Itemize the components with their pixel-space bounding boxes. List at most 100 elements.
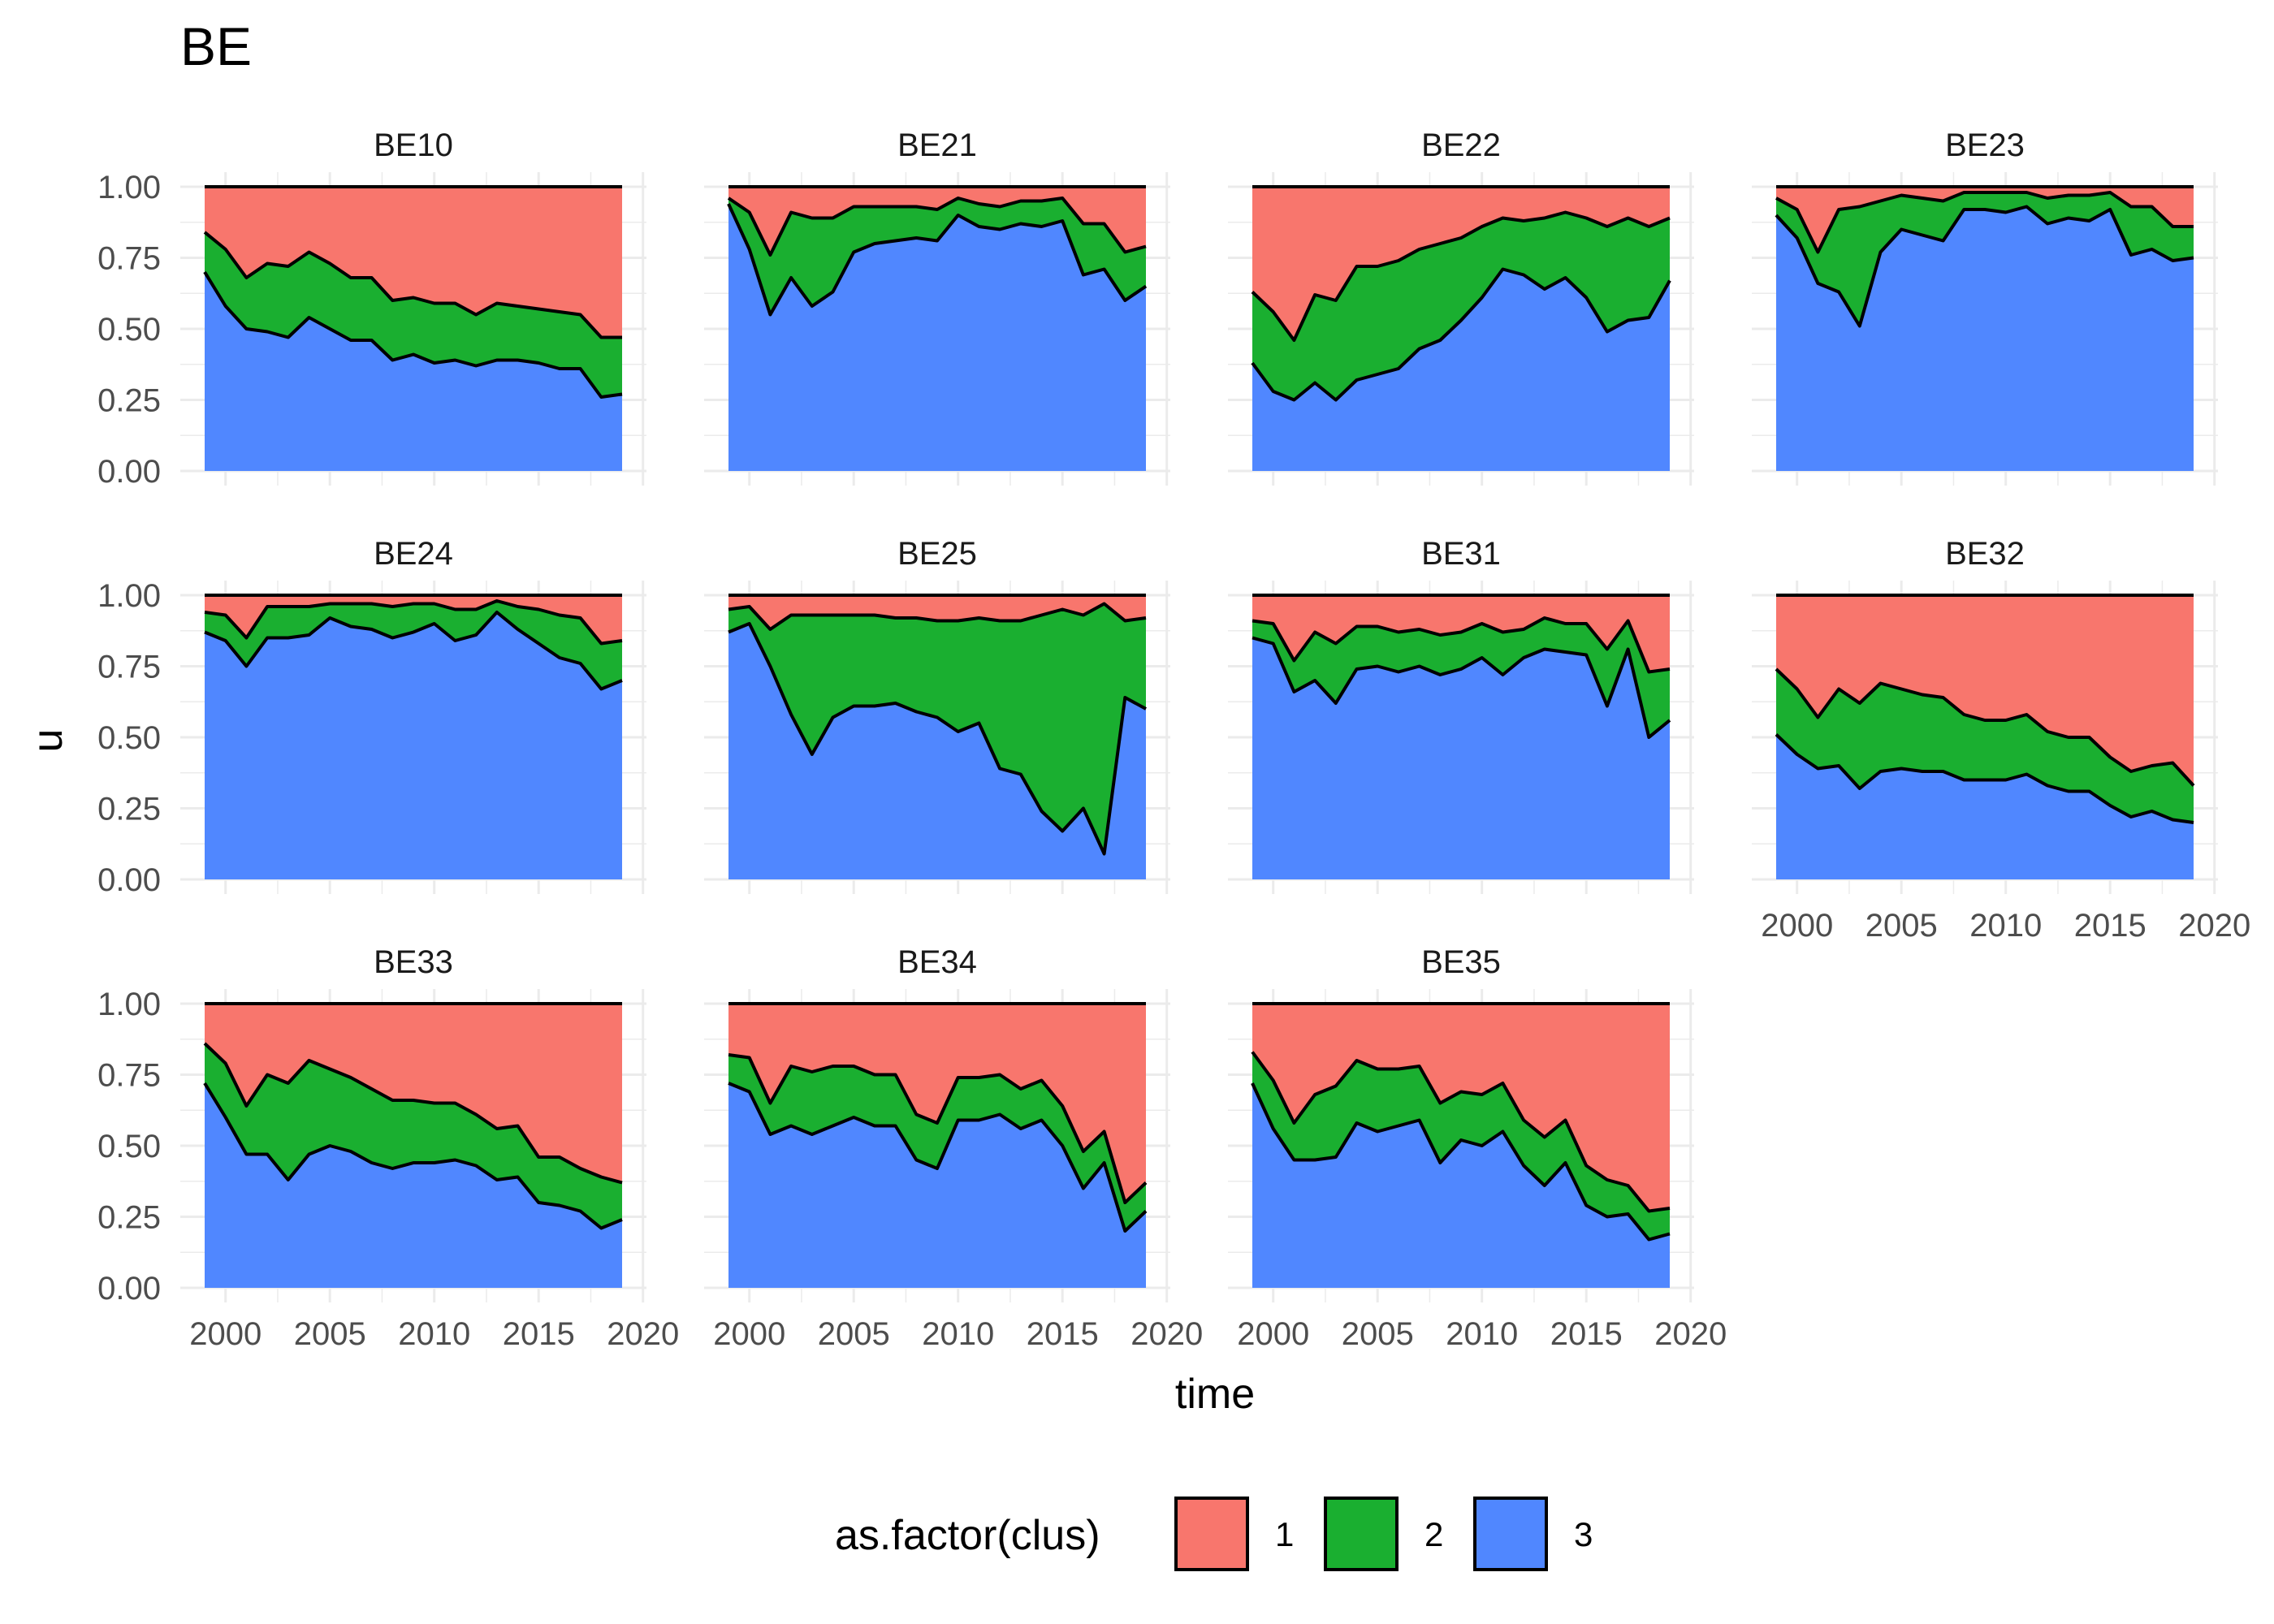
boundary-line-cluster-2-3 <box>728 622 1147 856</box>
boundary-line-cluster-1-2 <box>727 197 1147 257</box>
area-cluster-2 <box>1252 1052 1670 1240</box>
x-tick-label: 2000 <box>189 1316 262 1352</box>
legend-title: as.factor(clus) <box>835 1512 1100 1559</box>
area-cluster-3 <box>728 204 1146 471</box>
y-tick-label: 0.00 <box>97 454 161 490</box>
legend: as.factor(clus) 1 2 3 <box>835 1497 1593 1571</box>
area-cluster-1 <box>1252 1004 1670 1212</box>
x-tick-label: 2015 <box>1027 1316 1099 1352</box>
area-cluster-1 <box>728 595 1146 629</box>
boundary-line-cluster-2-3 <box>1252 636 1671 739</box>
area-cluster-3 <box>205 612 622 879</box>
legend-swatch <box>1174 1497 1249 1571</box>
boundary-line-cluster-2-3 <box>203 270 623 399</box>
x-tick-label: 2020 <box>2178 908 2250 944</box>
boundary-line-cluster-1-2 <box>728 1053 1148 1204</box>
area-cluster-3 <box>205 272 622 471</box>
legend-item-1: 1 <box>1174 1497 1294 1571</box>
y-tick-label: 0.50 <box>97 720 161 756</box>
x-tick-label: 2000 <box>713 1316 785 1352</box>
area-cluster-2 <box>205 1043 622 1229</box>
facet-panels: BE10 0.00 0.25 0.50 0.75 1.00 BE21 BE22 BE23 BE24… <box>97 127 2250 1352</box>
y-tick-label: 0.25 <box>97 792 161 827</box>
facet-panel-be34: BE34 2000 2005 2010 2015 2020 <box>704 944 1203 1352</box>
x-tick-label: 2010 <box>398 1316 470 1352</box>
legend-item-3: 3 <box>1473 1497 1593 1571</box>
y-tick-label: 0.25 <box>97 383 161 419</box>
facet-strip-label: BE34 <box>897 944 977 980</box>
boundary-line-cluster-1-2 <box>204 599 623 646</box>
y-tick-label: 0.50 <box>97 1129 161 1164</box>
area-cluster-1 <box>205 1004 622 1183</box>
x-tick-label: 2015 <box>1550 1316 1623 1352</box>
facet-panel-be10: BE10 0.00 0.25 0.50 0.75 1.00 <box>97 127 646 490</box>
y-tick-label: 0.75 <box>97 241 161 277</box>
area-cluster-2 <box>728 198 1146 315</box>
y-tick-label: 0.25 <box>97 1200 161 1236</box>
x-tick-label: 2020 <box>607 1316 679 1352</box>
boundary-line-cluster-2-3 <box>203 1082 623 1230</box>
boundary-line-cluster-1-2 <box>1251 1051 1671 1213</box>
facet-panel-be32: BE32 2000 2005 2010 2015 2020 <box>1752 536 2250 944</box>
x-tick-label: 2015 <box>2074 908 2146 944</box>
facet-strip-label: BE31 <box>1421 536 1501 572</box>
area-cluster-2 <box>1776 669 2194 823</box>
area-cluster-3 <box>1776 206 2194 471</box>
x-tick-label: 2005 <box>294 1316 366 1352</box>
facet-strip-label: BE21 <box>897 127 977 163</box>
facet-panel-be31: BE31 <box>1228 536 1694 894</box>
y-tick-label: 0.50 <box>97 312 161 348</box>
area-cluster-2 <box>1252 618 1670 737</box>
boundary-line-cluster-2-3 <box>1775 205 2194 328</box>
area-cluster-2 <box>1776 192 2194 326</box>
x-tick-label: 2000 <box>1237 1316 1309 1352</box>
area-cluster-3 <box>728 624 1146 879</box>
facet-panel-be22: BE22 <box>1228 127 1694 486</box>
facet-strip-label: BE33 <box>374 944 453 980</box>
facet-strip-label: BE10 <box>374 127 453 163</box>
legend-label: 2 <box>1424 1515 1443 1553</box>
boundary-line-cluster-2-3 <box>1775 733 2194 824</box>
facet-panel-be21: BE21 <box>704 127 1170 486</box>
area-cluster-1 <box>1252 595 1670 672</box>
area-cluster-1 <box>728 1004 1146 1203</box>
chart-title: BE <box>180 16 252 76</box>
x-tick-label: 2005 <box>1865 908 1938 944</box>
area-cluster-1 <box>1252 187 1670 340</box>
area-cluster-1 <box>1776 595 2194 786</box>
legend-swatch <box>1324 1497 1399 1571</box>
x-tick-label: 2000 <box>1761 908 1833 944</box>
y-tick-label: 0.75 <box>97 650 161 685</box>
area-cluster-2 <box>728 1055 1146 1231</box>
y-axis-title: u <box>24 729 71 753</box>
facet-strip-label: BE23 <box>1945 127 2025 163</box>
boundary-line-cluster-1-2 <box>1775 191 2194 254</box>
area-cluster-3 <box>1252 1083 1670 1288</box>
facet-strip-label: BE24 <box>374 536 453 572</box>
x-tick-label: 2010 <box>1446 1316 1518 1352</box>
x-tick-label: 2020 <box>1654 1316 1727 1352</box>
area-cluster-2 <box>1252 212 1670 400</box>
area-cluster-1 <box>205 595 622 644</box>
area-cluster-3 <box>1252 269 1670 471</box>
facet-strip-label: BE22 <box>1421 127 1501 163</box>
boundary-line-cluster-2-3 <box>727 203 1148 317</box>
y-tick-label: 0.00 <box>97 862 161 898</box>
y-tick-label: 0.00 <box>97 1271 161 1307</box>
legend-item-2: 2 <box>1324 1497 1443 1571</box>
facet-panel-be23: BE23 <box>1752 127 2218 486</box>
boundary-line-cluster-1-2 <box>203 1042 623 1185</box>
boundary-line-cluster-2-3 <box>1251 1082 1671 1242</box>
boundary-line-cluster-2-3 <box>728 1082 1148 1233</box>
area-cluster-1 <box>1776 187 2194 253</box>
area-cluster-2 <box>728 603 1146 854</box>
legend-swatch <box>1473 1497 1548 1571</box>
facet-strip-label: BE25 <box>897 536 977 572</box>
boundary-line-cluster-1-2 <box>728 602 1147 631</box>
area-cluster-2 <box>205 601 622 689</box>
area-cluster-2 <box>205 232 622 397</box>
boundary-line-cluster-1-2 <box>1252 616 1671 674</box>
y-tick-label: 1.00 <box>97 987 161 1022</box>
area-cluster-3 <box>1252 637 1670 879</box>
